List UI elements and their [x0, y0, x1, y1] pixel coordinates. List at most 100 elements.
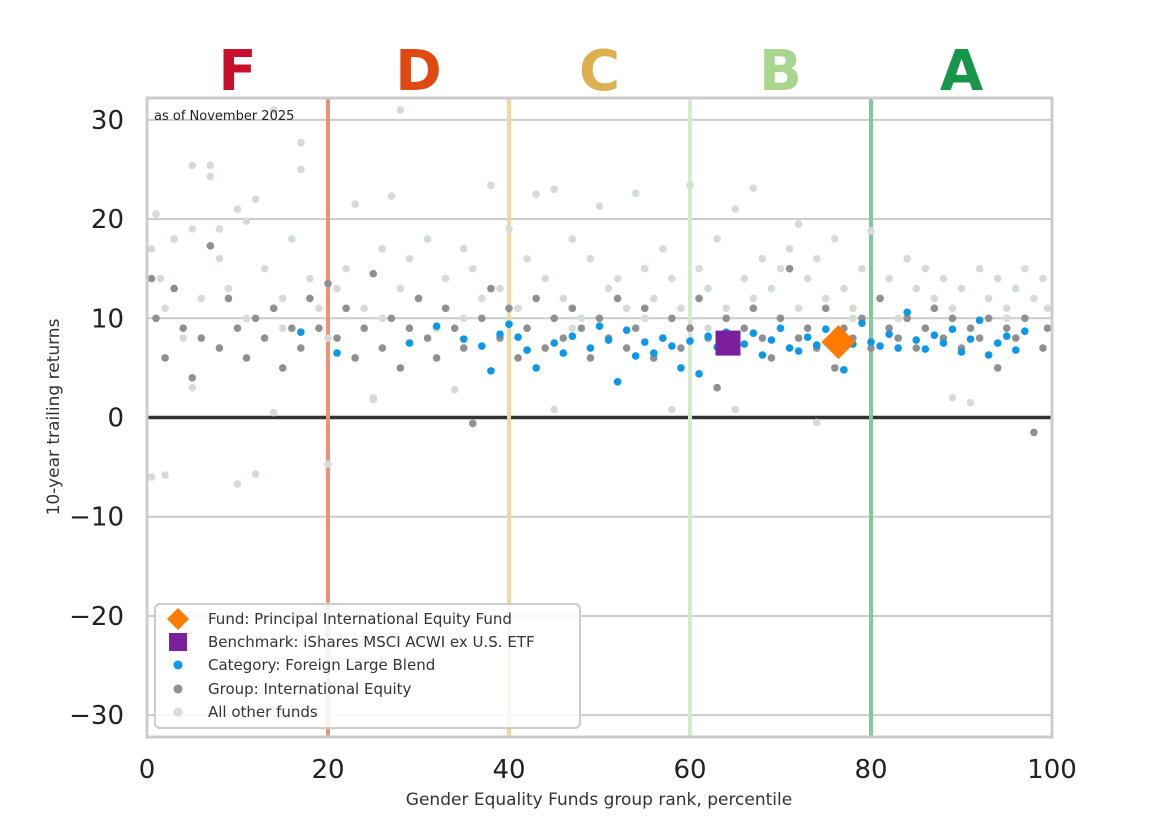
grade-letter-d: D [395, 39, 441, 104]
all-other-funds-point [188, 225, 197, 233]
group-point [478, 314, 486, 323]
group-point [197, 334, 206, 342]
all-other-funds-point [147, 245, 156, 253]
all-other-funds-point [197, 294, 206, 303]
all-other-funds-point [215, 225, 224, 233]
all-other-funds-point [713, 235, 721, 243]
all-other-funds-point [722, 304, 730, 313]
legend-label: Benchmark: iShares MSCI ACWI ex U.S. ETF [208, 633, 535, 651]
all-other-funds-point [342, 264, 350, 273]
group-point [224, 294, 233, 303]
group-point [713, 383, 721, 392]
all-other-funds-point [731, 205, 740, 213]
group-point [821, 304, 830, 313]
all-other-funds-point [704, 324, 712, 332]
category-point [568, 332, 577, 340]
category-point [794, 347, 803, 355]
group-point [179, 324, 187, 332]
group-point [831, 364, 839, 372]
category-point [686, 337, 694, 345]
all-other-funds-point [568, 324, 577, 332]
group-point [487, 284, 495, 293]
all-other-funds-point [622, 304, 631, 313]
all-other-funds-point [831, 235, 839, 243]
group-point [423, 334, 432, 342]
x-tick-label: 0 [139, 755, 156, 785]
category-point [478, 342, 486, 350]
all-other-funds-point [233, 205, 242, 213]
group-point [568, 304, 577, 313]
category-point [939, 339, 948, 347]
all-other-funds-point [704, 284, 712, 293]
all-other-funds-point [948, 393, 957, 402]
category-point [622, 326, 631, 334]
group-point [984, 314, 993, 323]
category-point [966, 335, 975, 343]
all-other-funds-point [812, 254, 821, 263]
group-point [278, 364, 287, 372]
all-other-funds-point [650, 294, 658, 303]
all-other-funds-point [156, 274, 165, 283]
group-point [749, 304, 758, 313]
group-point [912, 344, 921, 352]
all-other-funds-point [297, 138, 305, 147]
group-point [414, 294, 423, 303]
group-point [469, 419, 477, 428]
group-point [577, 324, 586, 332]
all-other-funds-point [405, 254, 414, 263]
group-point [161, 354, 169, 362]
plot-frame [145, 96, 1054, 739]
y-tick-label: 30 [91, 106, 124, 136]
legend-label: All other funds [208, 703, 318, 721]
all-other-funds-point [188, 161, 197, 170]
x-tick-label: 20 [311, 755, 344, 785]
all-other-funds-point [858, 264, 866, 273]
category-point [821, 325, 830, 333]
category-point [604, 336, 613, 344]
all-other-funds-point [849, 304, 857, 313]
category-point [1021, 327, 1029, 335]
all-other-funds-point [324, 334, 332, 342]
x-tick-label: 100 [1027, 755, 1077, 785]
group-point [794, 334, 803, 342]
group-point [785, 264, 794, 273]
all-other-funds-point [867, 227, 875, 235]
legend-marker-square [169, 633, 187, 651]
legend-marker-diamond [167, 608, 189, 630]
all-other-funds-point [686, 181, 694, 190]
group-point [695, 294, 703, 303]
group-point [288, 324, 296, 332]
all-other-funds-point [387, 192, 396, 201]
group-point [333, 334, 341, 342]
category-point [505, 320, 513, 329]
all-other-funds-point [206, 161, 215, 170]
grade-letter-b: B [759, 39, 802, 104]
all-other-funds-point [360, 304, 369, 313]
group-point [523, 324, 531, 332]
group-point [342, 304, 350, 313]
all-other-funds-point [640, 314, 649, 323]
all-other-funds-point [586, 254, 595, 263]
group-point [215, 344, 224, 352]
all-other-funds-point [794, 220, 803, 228]
category-point [930, 331, 939, 339]
all-other-funds-point [242, 314, 251, 323]
all-other-funds-point [396, 284, 405, 293]
group-point [975, 334, 984, 342]
group-point [966, 324, 975, 332]
all-other-funds-point [369, 395, 378, 404]
group-point [1012, 334, 1020, 342]
group-point [640, 304, 649, 313]
all-other-funds-point [776, 264, 785, 273]
x-tick-label: 80 [854, 755, 887, 785]
all-other-funds-point [215, 254, 224, 263]
all-other-funds-point [450, 385, 459, 394]
legend-marker-circle [173, 707, 183, 717]
group-point [867, 344, 875, 352]
category-point [975, 316, 984, 325]
group-point [188, 374, 197, 382]
category-point [740, 340, 749, 348]
category-point [586, 344, 595, 352]
